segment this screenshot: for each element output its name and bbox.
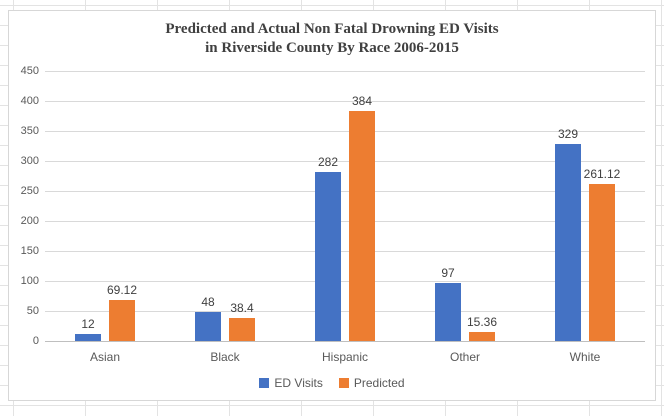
y-axis-tick-label: 100 — [20, 275, 39, 287]
gridline — [45, 251, 645, 252]
bar-group: 282 384 — [285, 71, 405, 341]
gridline — [45, 191, 645, 192]
chart-title-line-1: Predicted and Actual Non Fatal Drowning … — [165, 21, 499, 37]
y-axis-tick-label: 250 — [20, 185, 39, 197]
data-label: 329 — [557, 127, 579, 141]
data-label: 282 — [317, 155, 339, 169]
bar-predicted — [349, 111, 375, 341]
data-label: 12 — [81, 317, 95, 331]
category-label: Other — [449, 350, 480, 364]
x-axis: Asian Black Hispanic Other White — [45, 350, 645, 364]
category-label: Asian — [89, 350, 121, 364]
bar-ed-visits — [435, 283, 461, 341]
bar-predicted — [469, 332, 495, 341]
chart-title: Predicted and Actual Non Fatal Drowning … — [9, 20, 655, 58]
gridline — [45, 71, 645, 72]
bar-wrap-predicted: 261.12 — [584, 167, 620, 341]
chart-area[interactable]: Predicted and Actual Non Fatal Drowning … — [8, 10, 656, 401]
bar-ed-visits — [195, 312, 221, 341]
bar-wrap-ed-visits: 12 — [75, 317, 101, 341]
gridline — [45, 281, 645, 282]
legend-label: ED Visits — [274, 376, 323, 390]
bar-ed-visits — [555, 144, 581, 341]
y-axis-tick-label: 350 — [20, 125, 39, 137]
legend-swatch-predicted — [338, 378, 349, 388]
bar-group: 48 38.4 — [165, 71, 285, 341]
data-label: 261.12 — [583, 167, 621, 181]
y-axis-tick-label: 450 — [20, 65, 39, 77]
category-label: Hispanic — [321, 350, 369, 364]
data-label: 38.4 — [230, 301, 254, 315]
y-axis-tick-label: 150 — [20, 245, 39, 257]
bar-ed-visits — [75, 334, 101, 341]
y-axis-tick-label: 400 — [20, 95, 39, 107]
gridline — [45, 161, 645, 162]
bar-wrap-ed-visits: 329 — [555, 127, 581, 341]
gridline — [45, 311, 645, 312]
data-label: 48 — [201, 295, 215, 309]
bar-ed-visits — [315, 172, 341, 341]
bar-wrap-ed-visits: 48 — [195, 295, 221, 341]
data-label: 384 — [351, 94, 373, 108]
bar-group: 97 15.36 — [405, 71, 525, 341]
gridline — [45, 131, 645, 132]
data-label: 97 — [441, 266, 455, 280]
y-axis-tick-label: 50 — [26, 305, 39, 317]
bar-wrap-predicted: 15.36 — [466, 315, 498, 341]
legend-item-ed-visits: ED Visits — [259, 376, 323, 390]
chart-title-line-2: in Riverside County By Race 2006-2015 — [205, 40, 459, 56]
bar-wrap-predicted: 69.12 — [106, 283, 138, 341]
bar-predicted — [229, 318, 255, 341]
category-label: Black — [210, 350, 240, 364]
y-axis-tick-label: 0 — [32, 335, 39, 347]
legend-item-predicted: Predicted — [338, 376, 405, 390]
y-axis-tick-label: 200 — [20, 215, 39, 227]
bar-wrap-predicted: 384 — [349, 94, 375, 341]
legend: ED Visits Predicted — [9, 376, 655, 390]
data-label: 69.12 — [106, 283, 138, 297]
legend-swatch-ed-visits — [259, 378, 270, 388]
plot-area: 12 69.12 48 38.4 282 384 97 15.36 329 261.12 — [45, 71, 645, 342]
data-label: 15.36 — [466, 315, 498, 329]
bar-predicted — [109, 300, 135, 341]
legend-label: Predicted — [353, 376, 405, 390]
gridline — [45, 221, 645, 222]
y-axis-tick-label: 300 — [20, 155, 39, 167]
bar-predicted — [589, 184, 615, 341]
bar-wrap-predicted: 38.4 — [229, 301, 255, 341]
category-label: White — [569, 350, 601, 364]
gridline — [45, 101, 645, 102]
bar-wrap-ed-visits: 282 — [315, 155, 341, 341]
bar-wrap-ed-visits: 97 — [435, 266, 461, 341]
bar-group: 12 69.12 — [45, 71, 165, 341]
bar-group: 329 261.12 — [525, 71, 645, 341]
